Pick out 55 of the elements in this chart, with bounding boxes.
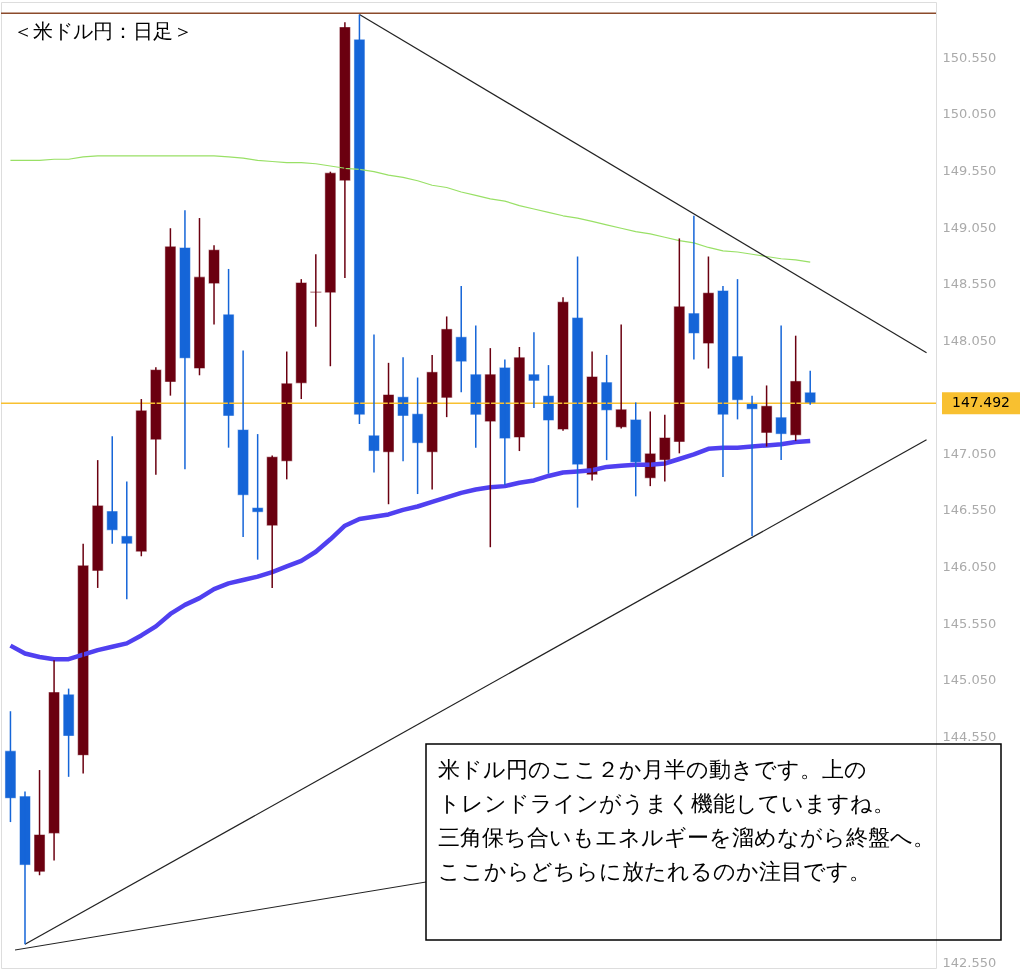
candlestick	[164, 227, 177, 397]
y-tick-label: 147.050	[942, 445, 997, 461]
candlestick	[280, 350, 293, 481]
y-tick-label: 148.050	[942, 332, 997, 348]
candlestick	[382, 362, 395, 505]
candlestick	[513, 346, 526, 452]
line-series	[8, 438, 813, 662]
candlestick	[571, 255, 584, 509]
candlestick	[789, 334, 802, 442]
candlestick	[600, 354, 613, 461]
candlestick	[324, 170, 337, 367]
candlestick	[251, 433, 264, 561]
candlestick	[295, 278, 308, 400]
candlestick	[702, 255, 715, 370]
candlestick	[411, 376, 424, 495]
candlestick	[310, 253, 322, 328]
annotation: トレンドラインがうまく機能していますね。	[438, 791, 895, 816]
candlestick	[368, 333, 380, 474]
candlestick	[222, 268, 235, 449]
candlestick	[135, 398, 148, 558]
candlestick	[528, 331, 540, 409]
candlestick	[760, 384, 773, 448]
candlestick	[688, 215, 700, 361]
candlestick	[353, 13, 366, 425]
y-tick-label: 145.550	[942, 615, 997, 631]
candlestick	[440, 315, 453, 418]
y-tick-label: 149.050	[942, 219, 997, 235]
candlestick	[731, 278, 744, 421]
line-series	[9, 155, 811, 263]
candlestick	[775, 324, 787, 461]
y-tick-label: 146.050	[942, 558, 997, 574]
y-tick-label: 150.550	[942, 49, 997, 65]
annotation: 三角保ち合いもエネルギーを溜めながら終盤へ。	[438, 825, 935, 850]
y-tick-label: 142.550	[942, 954, 997, 970]
candlestick	[121, 480, 133, 600]
candlestick	[62, 687, 75, 778]
y-tick-label: 144.550	[942, 728, 997, 744]
y-tick-label: 149.550	[942, 163, 997, 179]
y-tick-label: 146.550	[942, 502, 997, 518]
y-tick-label: 148.550	[942, 276, 997, 292]
candlestick	[91, 459, 104, 589]
candlestick	[4, 710, 17, 823]
ref-line-label: 147.492	[952, 394, 1010, 411]
candlestick	[193, 217, 206, 377]
candlestick	[542, 364, 555, 475]
text: ＜米ドル円：日足＞	[13, 19, 193, 43]
candlestick	[673, 237, 686, 455]
candlestick	[106, 435, 118, 545]
y-tick-label: 145.050	[942, 672, 997, 688]
annotation: 米ドル円のここ２か月半の動きです。上の	[438, 757, 867, 782]
y-tick-label: 150.050	[942, 106, 997, 122]
candlestick	[484, 347, 497, 548]
annotation: ここからどちらに放たれるのか注目です。	[438, 859, 871, 884]
candlestick	[629, 401, 642, 498]
candlestick	[33, 769, 46, 876]
